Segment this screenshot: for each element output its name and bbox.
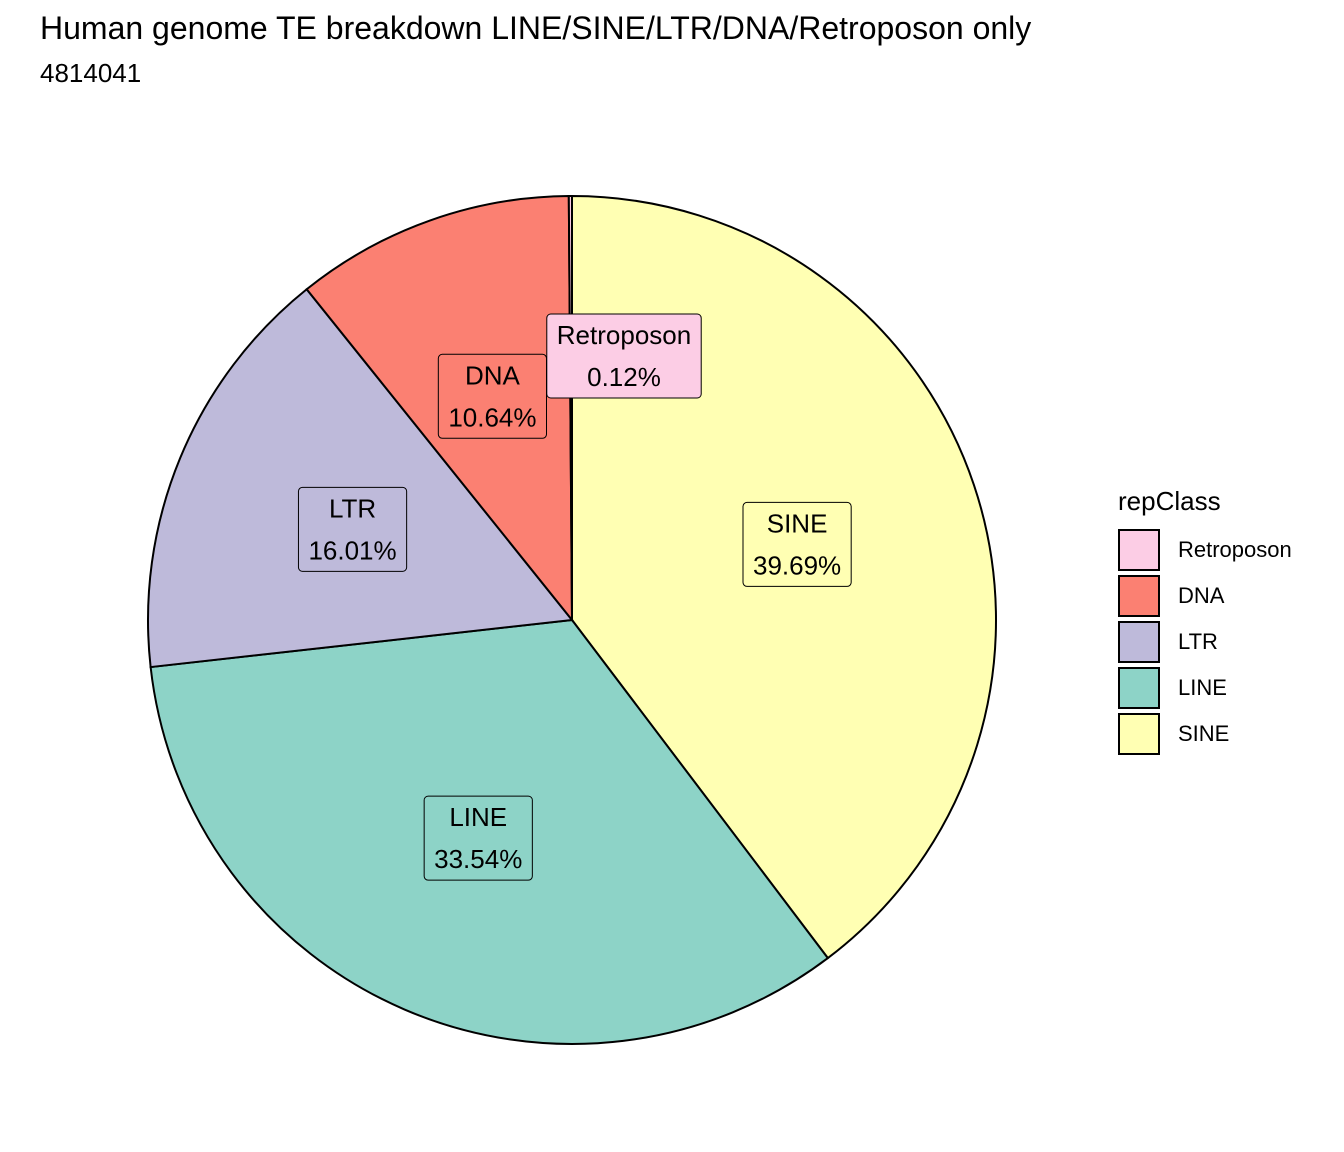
- slice-label-value: 33.54%: [434, 844, 522, 874]
- legend-key: [1118, 713, 1160, 755]
- slice-label-ltr: LTR 16.01%: [297, 486, 408, 572]
- slice-label-box: [423, 795, 533, 881]
- legend-key: [1118, 529, 1160, 571]
- slice-label-value: 10.64%: [448, 402, 536, 432]
- legend-label: LTR: [1178, 629, 1218, 654]
- legend-key: [1118, 667, 1160, 709]
- slice-label-box: [546, 313, 702, 399]
- slice-label-name: LINE: [449, 802, 507, 832]
- slice-label-box: [437, 353, 548, 439]
- slice-label-value: 0.12%: [587, 362, 661, 392]
- legend-label: DNA: [1178, 583, 1225, 608]
- slice-label-sine: SINE 39.69%: [742, 501, 852, 587]
- legend-item-dna: DNA: [1118, 573, 1292, 619]
- legend-key: [1118, 621, 1160, 663]
- legend-label: SINE: [1178, 721, 1230, 746]
- slice-label-retroposon: Retroposon 0.12%: [546, 313, 702, 399]
- chart-title: Human genome TE breakdown LINE/SINE/LTR/…: [40, 10, 1032, 46]
- legend-key: [1118, 575, 1160, 617]
- slice-label-name: DNA: [465, 360, 521, 390]
- slice-label-value: 39.69%: [753, 550, 841, 580]
- pie-slice-ltr: [147, 287, 574, 669]
- legend-item-sine: SINE: [1118, 711, 1292, 757]
- slice-label-dna: DNA 10.64%: [437, 353, 548, 439]
- legend-title: repClass: [1118, 486, 1221, 516]
- legend-item-ltr: LTR: [1118, 619, 1292, 665]
- legend-label: LINE: [1178, 675, 1227, 700]
- pie-slice-retroposon: [567, 194, 573, 621]
- legend-item-retroposon: Retroposon: [1118, 527, 1292, 573]
- slice-label-box: [297, 486, 408, 572]
- slice-label-box: [742, 501, 852, 587]
- legend-label: Retroposon: [1178, 537, 1292, 562]
- chart-subtitle: 4814041: [40, 58, 142, 88]
- legend: repClass Retroposon DNA LTR LINE SINE: [1118, 486, 1292, 757]
- slice-label-name: Retroposon: [557, 320, 691, 350]
- slice-label-line: LINE 33.54%: [423, 795, 533, 881]
- slice-label-name: SINE: [767, 508, 828, 538]
- slice-label-value: 16.01%: [308, 535, 396, 565]
- slice-label-name: LTR: [329, 493, 376, 523]
- legend-item-line: LINE: [1118, 665, 1292, 711]
